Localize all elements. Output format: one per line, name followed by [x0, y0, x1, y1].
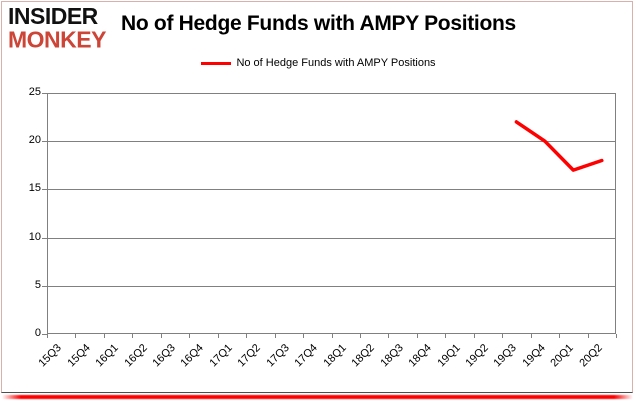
- plot-border: [47, 93, 616, 334]
- y-axis-label: 10: [28, 231, 41, 243]
- y-axis-tick: [42, 334, 47, 335]
- x-axis-tick: [47, 334, 48, 338]
- logo-monkey: MONKEY: [8, 25, 106, 53]
- y-axis-label: 15: [28, 182, 41, 194]
- x-axis-tick: [445, 334, 447, 338]
- y-axis-tick: [42, 93, 47, 94]
- x-axis-tick: [103, 334, 105, 338]
- legend-label: No of Hedge Funds with AMPY Positions: [236, 57, 436, 69]
- gridline-y-25: [47, 93, 616, 94]
- y-axis-label: 20: [28, 134, 41, 146]
- y-axis-tick: [42, 141, 47, 142]
- x-axis-tick: [587, 334, 589, 338]
- gridline-y-5: [47, 286, 616, 287]
- chart-frame: [1, 1, 633, 393]
- x-axis-tick: [359, 334, 361, 338]
- x-axis-tick: [75, 334, 77, 338]
- legend: No of Hedge Funds with AMPY Positions: [0, 56, 637, 70]
- gridline-y-10: [47, 238, 616, 239]
- series-line: [514, 120, 604, 172]
- x-axis-tick: [502, 334, 504, 338]
- logo-insider: INSIDER: [8, 2, 98, 30]
- x-axis-tick: [616, 334, 617, 338]
- x-axis-tick: [160, 334, 162, 338]
- y-axis-label: 25: [28, 86, 41, 98]
- y-axis-tick: [42, 286, 47, 287]
- legend-line-swatch: [201, 61, 232, 65]
- x-axis-tick: [530, 334, 532, 338]
- insider-monkey-logo: INSIDER MONKEY: [8, 2, 106, 53]
- y-axis-tick: [42, 238, 47, 239]
- y-axis-tick: [42, 189, 47, 190]
- x-axis-tick: [559, 334, 561, 338]
- gridline-y-15: [47, 189, 616, 190]
- y-axis-label: 0: [34, 327, 41, 339]
- x-axis-tick: [217, 334, 219, 338]
- gridline-y-20: [47, 141, 616, 142]
- x-axis-tick: [132, 334, 134, 338]
- x-axis-tick: [388, 334, 390, 338]
- x-axis-tick: [189, 334, 191, 338]
- x-axis-tick: [274, 334, 276, 338]
- x-axis-tick: [331, 334, 333, 338]
- y-axis-label: 5: [34, 279, 41, 291]
- bottom-red-accent-bar: [2, 395, 633, 399]
- page-title: No of Hedge Funds with AMPY Positions: [121, 12, 516, 35]
- x-axis-tick: [246, 334, 248, 338]
- x-axis-tick: [303, 334, 305, 338]
- x-axis-tick: [473, 334, 475, 338]
- x-axis-tick: [416, 334, 418, 338]
